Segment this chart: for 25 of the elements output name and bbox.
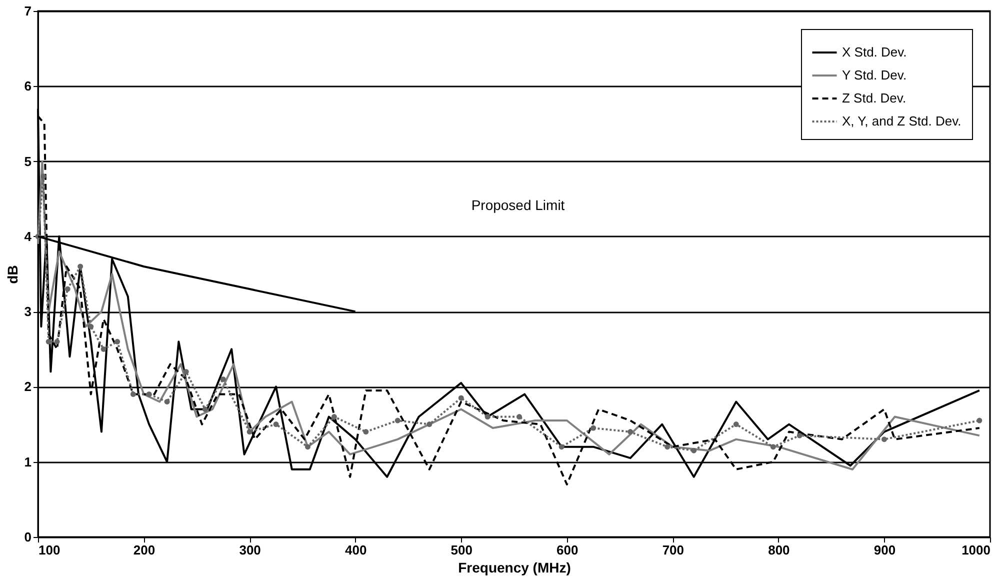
x-tick-label: 600 bbox=[556, 542, 578, 558]
y-tick-label: 7 bbox=[24, 4, 32, 18]
x-axis-title: Frequency (MHz) bbox=[458, 560, 571, 576]
x-tick-label: 800 bbox=[768, 542, 790, 558]
y-tick-label: 3 bbox=[24, 304, 32, 320]
x-tick-label: 100 bbox=[38, 542, 60, 558]
x-tick-label: 500 bbox=[450, 542, 472, 558]
legend-label: Y Std. Dev. bbox=[842, 68, 907, 82]
x-tick-label: 1000 bbox=[962, 542, 990, 558]
legend-label: Z Std. Dev. bbox=[842, 90, 906, 106]
x-tick-label: 300 bbox=[239, 542, 261, 558]
annotation: Proposed Limit bbox=[471, 197, 565, 213]
x-tick-label: 400 bbox=[344, 542, 367, 558]
y-tick-label: 2 bbox=[24, 379, 32, 394]
legend-label: X Std. Dev. bbox=[842, 44, 907, 60]
x-tick-label: 700 bbox=[662, 542, 684, 558]
x-tick-label: 200 bbox=[133, 542, 156, 558]
x-tick-label: 900 bbox=[874, 542, 896, 558]
y-tick-label: 5 bbox=[24, 154, 32, 169]
y-axis-title: dB bbox=[4, 265, 20, 284]
y-tick-label: 6 bbox=[24, 78, 32, 94]
y-tick-label: 4 bbox=[24, 228, 32, 244]
y-tick-label: 1 bbox=[24, 454, 32, 470]
y-tick-label: 0 bbox=[24, 530, 32, 544]
legend-label: X, Y, and Z Std. Dev. bbox=[842, 114, 962, 128]
